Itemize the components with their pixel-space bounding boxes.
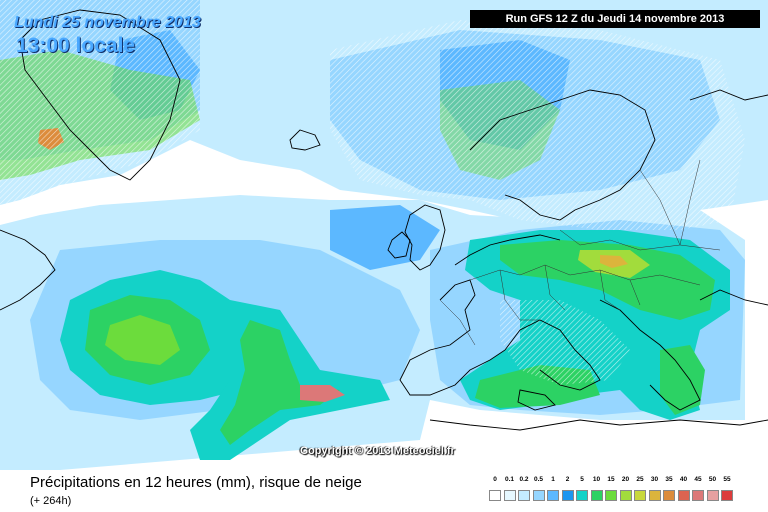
precipitation-map — [0, 0, 768, 470]
legend-label: 45 — [694, 476, 702, 483]
forecast-time: 13:00 locale — [16, 34, 136, 57]
legend-swatch — [605, 490, 617, 501]
legend-label: 15 — [607, 476, 615, 483]
legend-label: 50 — [708, 476, 717, 483]
legend-swatch — [576, 490, 588, 501]
legend-label: 0 — [493, 476, 497, 483]
legend-swatch — [634, 490, 646, 501]
legend-label: 2 — [565, 476, 570, 483]
legend-label: 35 — [665, 476, 673, 483]
legend-label: 30 — [650, 476, 659, 483]
legend-swatch — [547, 490, 559, 501]
snow-risk-hatching — [0, 0, 745, 385]
coastlines — [0, 9, 768, 431]
legend-label: 10 — [592, 476, 601, 483]
legend-swatch — [619, 490, 632, 501]
country-borders — [439, 159, 721, 346]
legend-label: 20 — [621, 476, 630, 483]
map-title: Précipitations en 12 heures (mm), risque… — [30, 474, 362, 491]
legend-label: 0.1 — [504, 476, 515, 483]
legend-label: 5 — [580, 476, 584, 483]
legend-label: 0.5 — [533, 476, 544, 483]
map-footer: Précipitations en 12 heures (mm), risque… — [0, 470, 768, 512]
legend-swatch — [561, 490, 574, 501]
legend-swatch — [677, 490, 690, 501]
legend-swatch — [503, 490, 516, 501]
legend-swatch — [590, 490, 603, 501]
legend-label: 55 — [723, 476, 731, 483]
legend-swatch — [692, 490, 704, 501]
legend-swatch — [721, 490, 733, 501]
copyright-notice: Copyright © 2013 Meteociel.fr — [300, 445, 455, 457]
legend-label: 25 — [636, 476, 644, 483]
model-run-label: Run GFS 12 Z du Jeudi 14 novembre 2013 — [470, 10, 760, 28]
forecast-date: Lundi 25 novembre 2013 — [14, 14, 201, 31]
lead-time: (+ 264h) — [30, 495, 72, 507]
legend-label: 40 — [679, 476, 688, 483]
legend-swatch — [663, 490, 675, 501]
legend-label: 0.2 — [519, 476, 529, 483]
legend-swatch — [518, 490, 530, 501]
legend-swatch — [706, 490, 719, 501]
legend-swatch — [648, 490, 661, 501]
legend-swatch — [532, 490, 545, 501]
legend-swatch — [489, 490, 501, 501]
legend-label: 1 — [551, 476, 555, 483]
